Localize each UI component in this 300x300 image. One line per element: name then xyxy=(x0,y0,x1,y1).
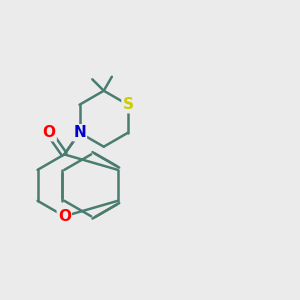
Text: S: S xyxy=(122,97,134,112)
Text: N: N xyxy=(73,125,86,140)
Text: O: O xyxy=(43,125,56,140)
Text: O: O xyxy=(58,209,71,224)
